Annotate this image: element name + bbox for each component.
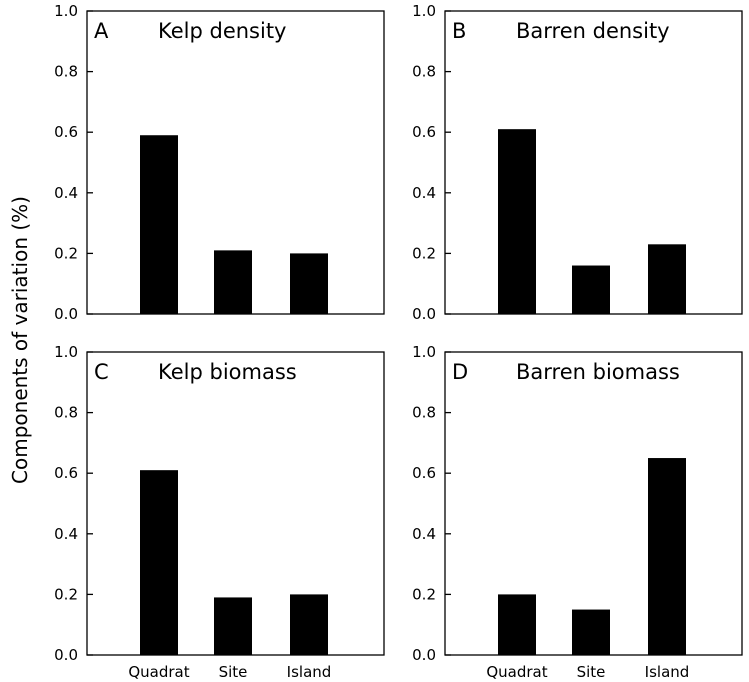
y-tick-label: 0.6 xyxy=(412,464,436,482)
y-tick-label: 0.6 xyxy=(54,123,78,141)
bar-site xyxy=(572,265,610,314)
bar-site xyxy=(214,597,252,655)
bar-island xyxy=(648,244,686,314)
panel-b: 0.0 0.2 0.4 0.6 0.8 1.0 B Barren density xyxy=(412,2,743,323)
y-tick-label: 0.4 xyxy=(412,184,436,202)
panel-a: 0.0 0.2 0.4 0.6 0.8 1.0 A Kelp density xyxy=(54,2,385,323)
y-tick-label: 0.8 xyxy=(54,404,78,422)
panel-d: 0.0 0.2 0.4 0.6 0.8 1.0 Quadrat Site Island D Barr… xyxy=(412,343,743,681)
y-tick-label: 0.2 xyxy=(54,585,78,603)
y-tick-label: 0.0 xyxy=(412,646,436,664)
x-tick-label: Site xyxy=(219,663,248,681)
x-tick-label: Island xyxy=(287,663,332,681)
panels: 0.0 0.2 0.4 0.6 0.8 1.0 A Kelp density 0.0 0.2 0.4… xyxy=(54,2,743,681)
y-tick-label: 0.0 xyxy=(54,305,78,323)
y-tick-label: 0.2 xyxy=(54,244,78,262)
y-tick-label: 1.0 xyxy=(412,2,436,20)
bar-quadrat xyxy=(140,470,178,655)
y-tick-label: 1.0 xyxy=(54,2,78,20)
y-tick-label: 1.0 xyxy=(412,343,436,361)
y-axis-label: Components of variation (%) xyxy=(8,196,32,484)
y-tick-label: 0.6 xyxy=(412,123,436,141)
panel-title: Barren density xyxy=(516,19,670,43)
x-tick-label: Quadrat xyxy=(486,663,547,681)
panel-letter: B xyxy=(452,19,466,43)
panel-letter: C xyxy=(94,360,109,384)
bar-island xyxy=(648,458,686,655)
panel-title: Kelp density xyxy=(158,19,286,43)
panel-title: Kelp biomass xyxy=(158,360,297,384)
y-tick-label: 0.0 xyxy=(54,646,78,664)
panel-title: Barren biomass xyxy=(516,360,680,384)
bar-quadrat xyxy=(140,135,178,314)
y-tick-label: 0.2 xyxy=(412,585,436,603)
y-tick-label: 0.4 xyxy=(54,525,78,543)
bar-site xyxy=(214,250,252,314)
panel-letter: A xyxy=(94,19,109,43)
panel-letter: D xyxy=(452,360,468,384)
y-tick-label: 0.4 xyxy=(412,525,436,543)
panel-c: 0.0 0.2 0.4 0.6 0.8 1.0 Quadrat Site Island C Kelp… xyxy=(54,343,385,681)
bar-island xyxy=(290,253,328,314)
y-tick-label: 0.6 xyxy=(54,464,78,482)
x-tick-label: Quadrat xyxy=(128,663,189,681)
y-tick-label: 0.0 xyxy=(412,305,436,323)
y-tick-label: 0.8 xyxy=(412,404,436,422)
y-tick-label: 0.8 xyxy=(54,63,78,81)
bar-island xyxy=(290,594,328,655)
bar-quadrat xyxy=(498,594,536,655)
y-tick-label: 0.2 xyxy=(412,244,436,262)
x-tick-label: Site xyxy=(577,663,606,681)
bar-quadrat xyxy=(498,129,536,314)
y-tick-label: 1.0 xyxy=(54,343,78,361)
bar-site xyxy=(572,609,610,655)
y-tick-label: 0.4 xyxy=(54,184,78,202)
x-tick-label: Island xyxy=(645,663,690,681)
y-tick-label: 0.8 xyxy=(412,63,436,81)
